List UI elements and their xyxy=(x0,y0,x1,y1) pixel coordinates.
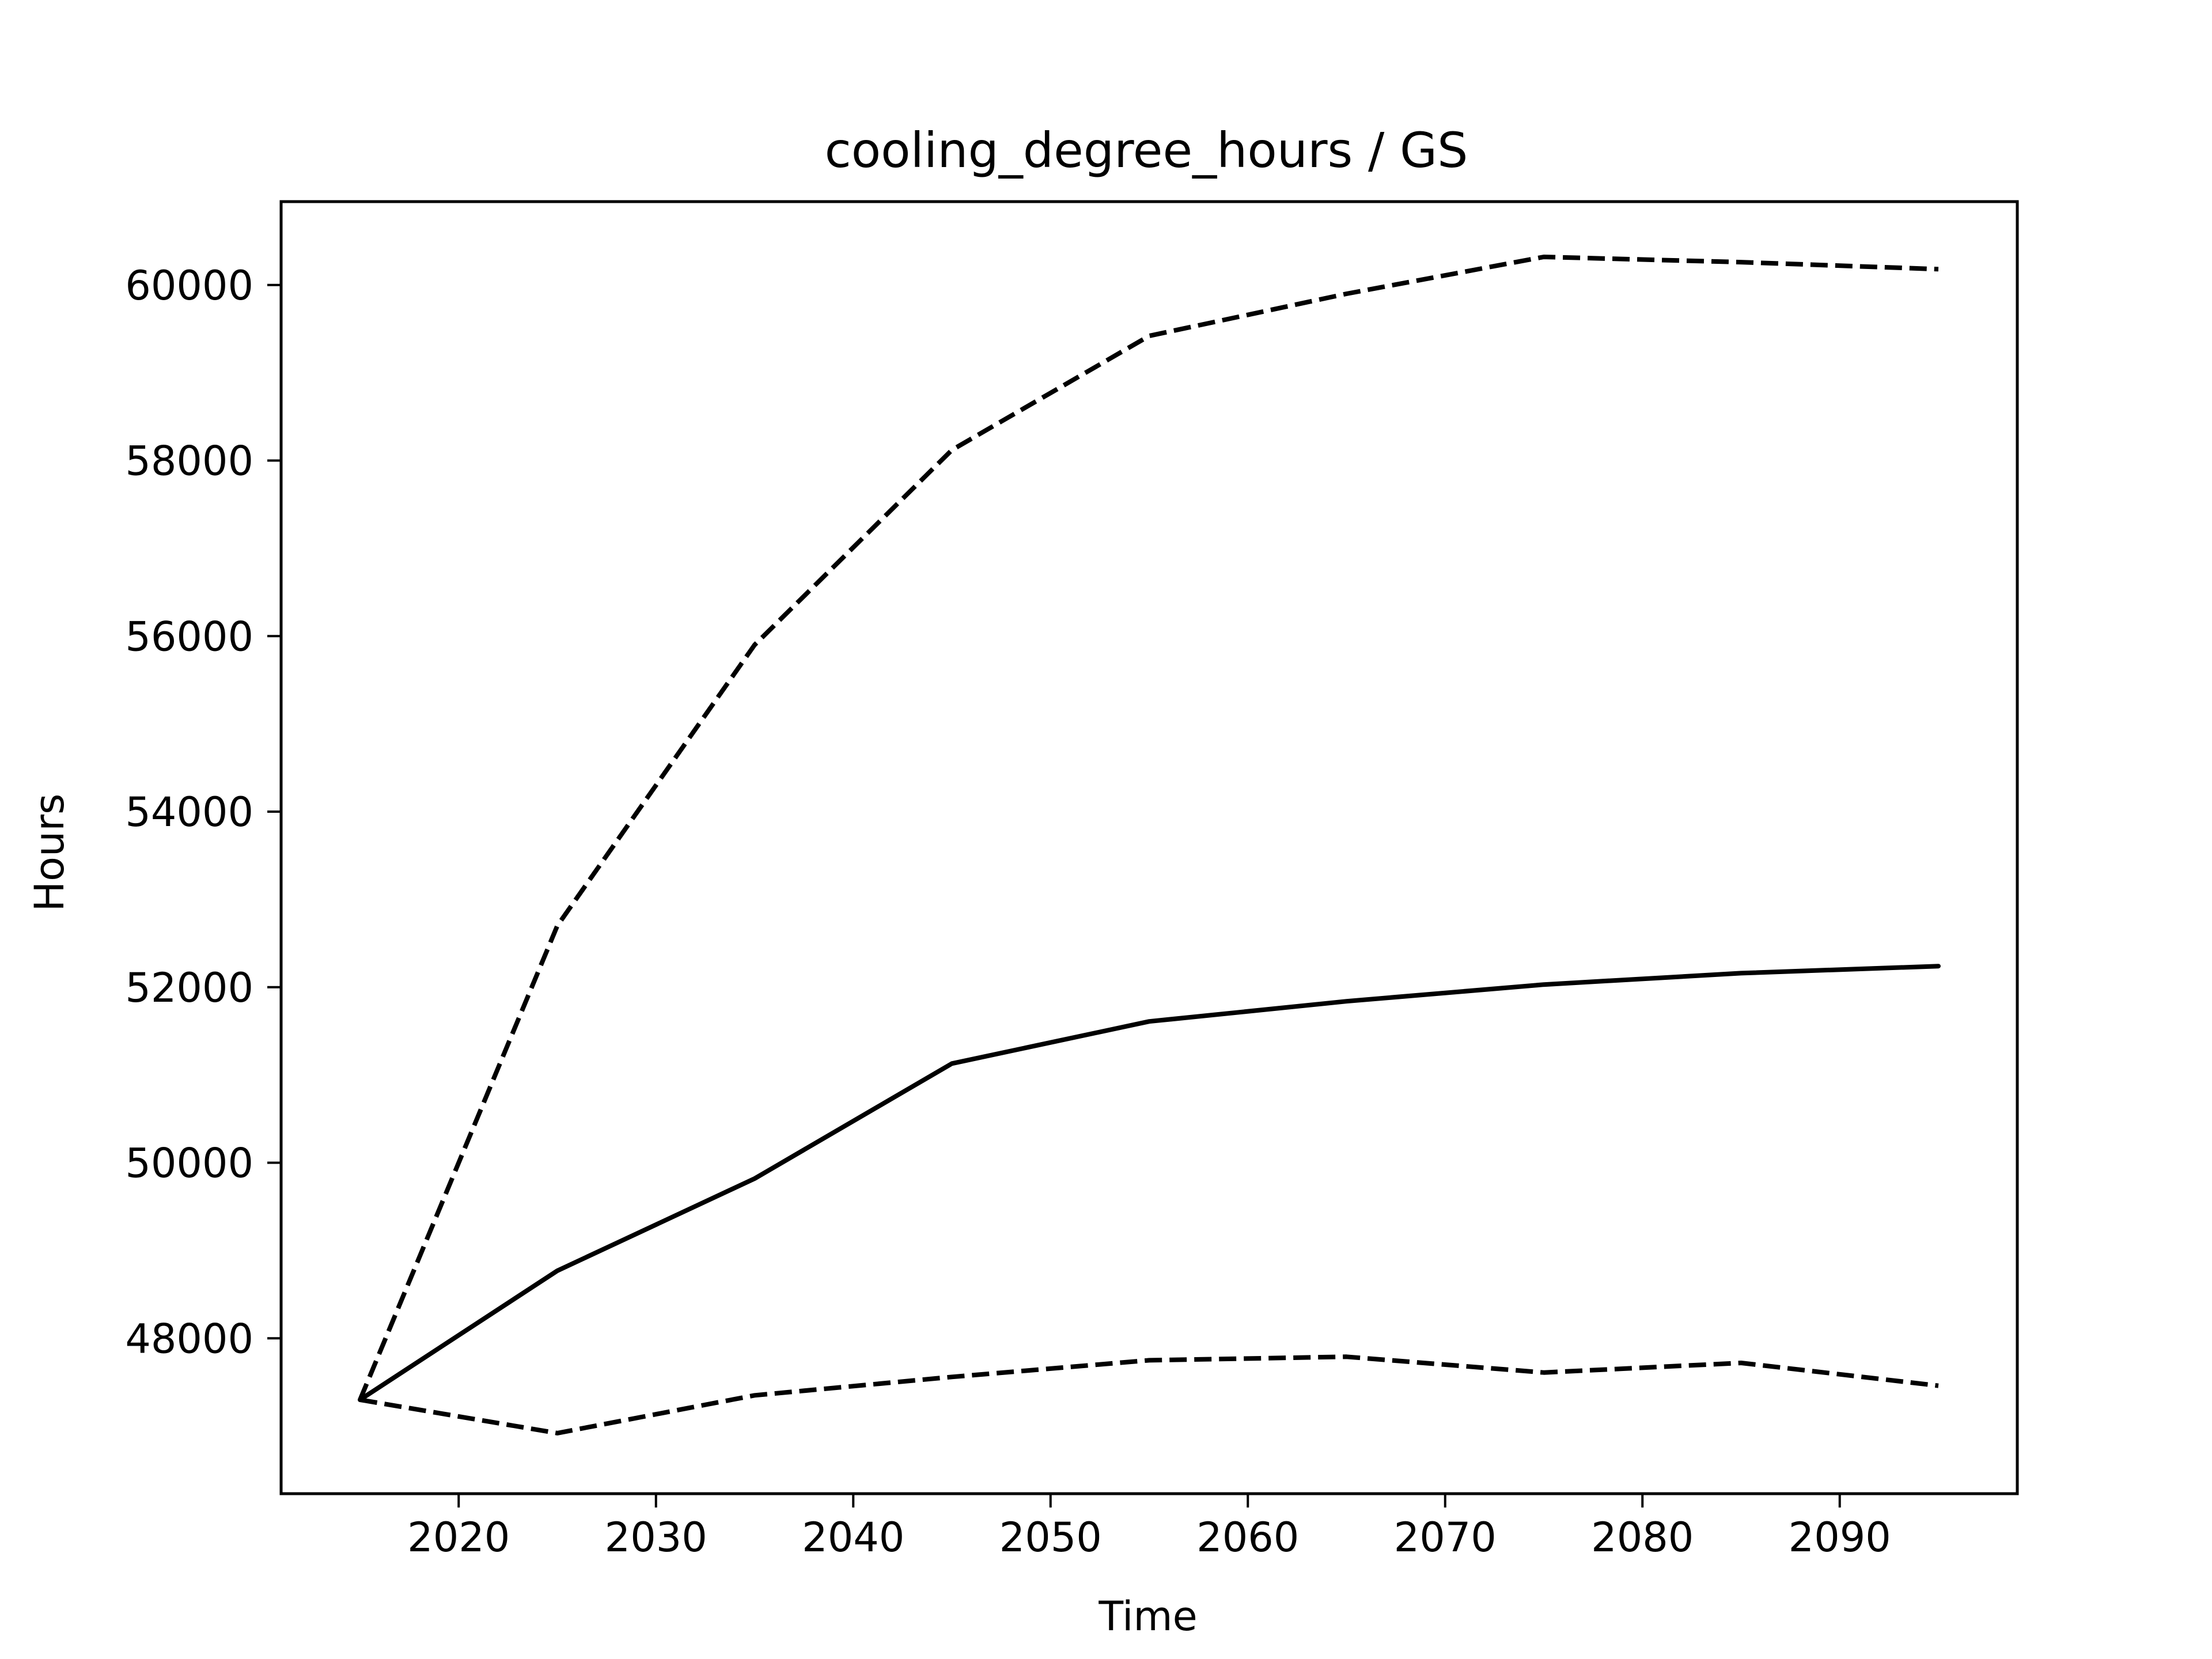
y-tick-label: 54000 xyxy=(125,789,253,836)
x-tick-label: 2040 xyxy=(802,1514,904,1561)
x-axis: 2020 2030 2040 2050 2060 2070 2080 2090 xyxy=(407,1494,1891,1561)
series-line-upper xyxy=(358,255,1939,1401)
x-tick-label: 2080 xyxy=(1591,1514,1694,1561)
plot-frame xyxy=(279,200,2019,1495)
y-axis-title: Hours xyxy=(26,793,73,911)
x-tick-label: 2090 xyxy=(1789,1514,1891,1561)
x-tick-label: 2050 xyxy=(999,1514,1102,1561)
series-layer xyxy=(358,255,1941,1435)
chart-title: cooling_degree_hours / GS xyxy=(825,122,1468,179)
y-tick-label: 58000 xyxy=(125,438,253,485)
series-line-lower xyxy=(359,1354,1939,1435)
x-tick-label: 2020 xyxy=(407,1514,510,1561)
y-tick-label: 50000 xyxy=(125,1140,253,1187)
x-tick-label: 2060 xyxy=(1196,1514,1299,1561)
y-tick-label: 48000 xyxy=(125,1315,253,1362)
y-tick-label: 60000 xyxy=(125,262,253,309)
x-tick-label: 2070 xyxy=(1394,1514,1497,1561)
series-line-median xyxy=(358,964,1941,1402)
x-axis-title: Time xyxy=(1098,1593,1197,1640)
x-tick-label: 2030 xyxy=(605,1514,707,1561)
y-tick-label: 52000 xyxy=(125,964,253,1012)
y-tick-label: 56000 xyxy=(125,613,253,660)
y-axis: 48000 50000 52000 54000 56000 58000 60000 xyxy=(125,262,281,1362)
